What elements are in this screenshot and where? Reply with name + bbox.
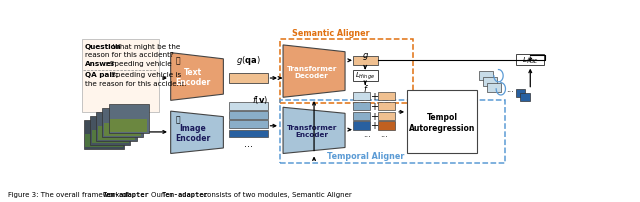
Text: consists of two modules, Semantic Aligner: consists of two modules, Semantic Aligne… — [201, 191, 352, 197]
Text: Temporal Aligner: Temporal Aligner — [326, 152, 404, 161]
Bar — [487, 84, 501, 93]
Text: QA pair:: QA pair: — [84, 72, 118, 78]
Bar — [229, 73, 268, 83]
Text: $L_{Hinge}$: $L_{Hinge}$ — [355, 71, 375, 82]
Text: 🔒: 🔒 — [175, 56, 180, 65]
Text: $g(\mathbf{qa})$: $g(\mathbf{qa})$ — [236, 54, 260, 66]
Text: the reason for this accident.: the reason for this accident. — [84, 80, 186, 86]
Polygon shape — [283, 46, 345, 98]
Text: ...: ... — [244, 138, 253, 148]
Text: Answer: Answer — [84, 60, 115, 66]
Bar — [81, 40, 159, 112]
Text: Semantic Aligner: Semantic Aligner — [292, 29, 369, 38]
Text: ...: ... — [363, 129, 371, 138]
Text: +: + — [370, 121, 378, 131]
Bar — [353, 112, 370, 121]
Bar — [353, 122, 370, 130]
Polygon shape — [171, 53, 223, 101]
Text: ...: ... — [380, 129, 388, 138]
Bar — [104, 123, 141, 136]
Bar — [102, 108, 143, 138]
Text: Tem-adapter: Tem-adapter — [102, 191, 149, 197]
Bar — [353, 56, 378, 66]
Text: Text
Encoder: Text Encoder — [175, 67, 211, 87]
Text: 🔒: 🔒 — [175, 115, 180, 124]
Polygon shape — [283, 108, 345, 154]
Bar — [407, 91, 477, 154]
Bar — [110, 119, 147, 132]
Bar — [109, 105, 149, 134]
Text: Transformer
Decoder: Transformer Decoder — [286, 65, 337, 78]
Bar — [483, 78, 497, 86]
Text: .   Our: . Our — [142, 191, 166, 197]
Bar — [90, 116, 131, 145]
Bar — [353, 93, 370, 101]
Bar — [84, 120, 124, 149]
Text: Figure 3: The overall framework of: Figure 3: The overall framework of — [8, 191, 131, 197]
Bar — [229, 130, 268, 138]
Text: $f(\mathbf{v})$: $f(\mathbf{v})$ — [252, 93, 268, 105]
Text: Tem-adapter: Tem-adapter — [161, 191, 208, 197]
Bar — [96, 112, 136, 141]
Bar — [378, 122, 396, 130]
Bar — [378, 93, 396, 101]
Text: reason for this accident?: reason for this accident? — [84, 52, 173, 58]
Bar — [280, 40, 413, 103]
Bar — [229, 121, 268, 128]
Bar — [92, 131, 129, 144]
Bar — [516, 89, 525, 97]
Polygon shape — [171, 112, 223, 154]
Text: : What might be the: : What might be the — [108, 43, 180, 49]
Bar — [85, 135, 123, 148]
Bar — [378, 112, 396, 121]
Bar — [353, 102, 370, 111]
Bar — [229, 112, 268, 119]
Text: ...: ... — [506, 85, 514, 94]
Text: Question: Question — [84, 43, 122, 49]
Text: : Speeding vehicle: : Speeding vehicle — [105, 60, 172, 66]
Text: f: f — [364, 85, 367, 94]
Bar — [520, 94, 529, 102]
Text: Transformer
Encoder: Transformer Encoder — [286, 124, 337, 137]
Bar — [98, 127, 135, 140]
Bar — [280, 101, 505, 163]
Text: Image
Encoder: Image Encoder — [175, 123, 211, 142]
Text: +: + — [370, 112, 378, 122]
Bar — [378, 102, 396, 111]
Text: +: + — [370, 92, 378, 102]
Text: $L_{MSE}$: $L_{MSE}$ — [522, 55, 539, 65]
Bar — [516, 55, 544, 66]
Text: Tempol
Autoregression: Tempol Autoregression — [409, 113, 475, 132]
Bar — [353, 71, 378, 82]
Text: Speeding vehicle is: Speeding vehicle is — [109, 72, 182, 78]
Bar — [479, 72, 493, 80]
Text: +: + — [370, 102, 378, 112]
Text: g: g — [362, 50, 368, 59]
Bar — [229, 102, 268, 110]
